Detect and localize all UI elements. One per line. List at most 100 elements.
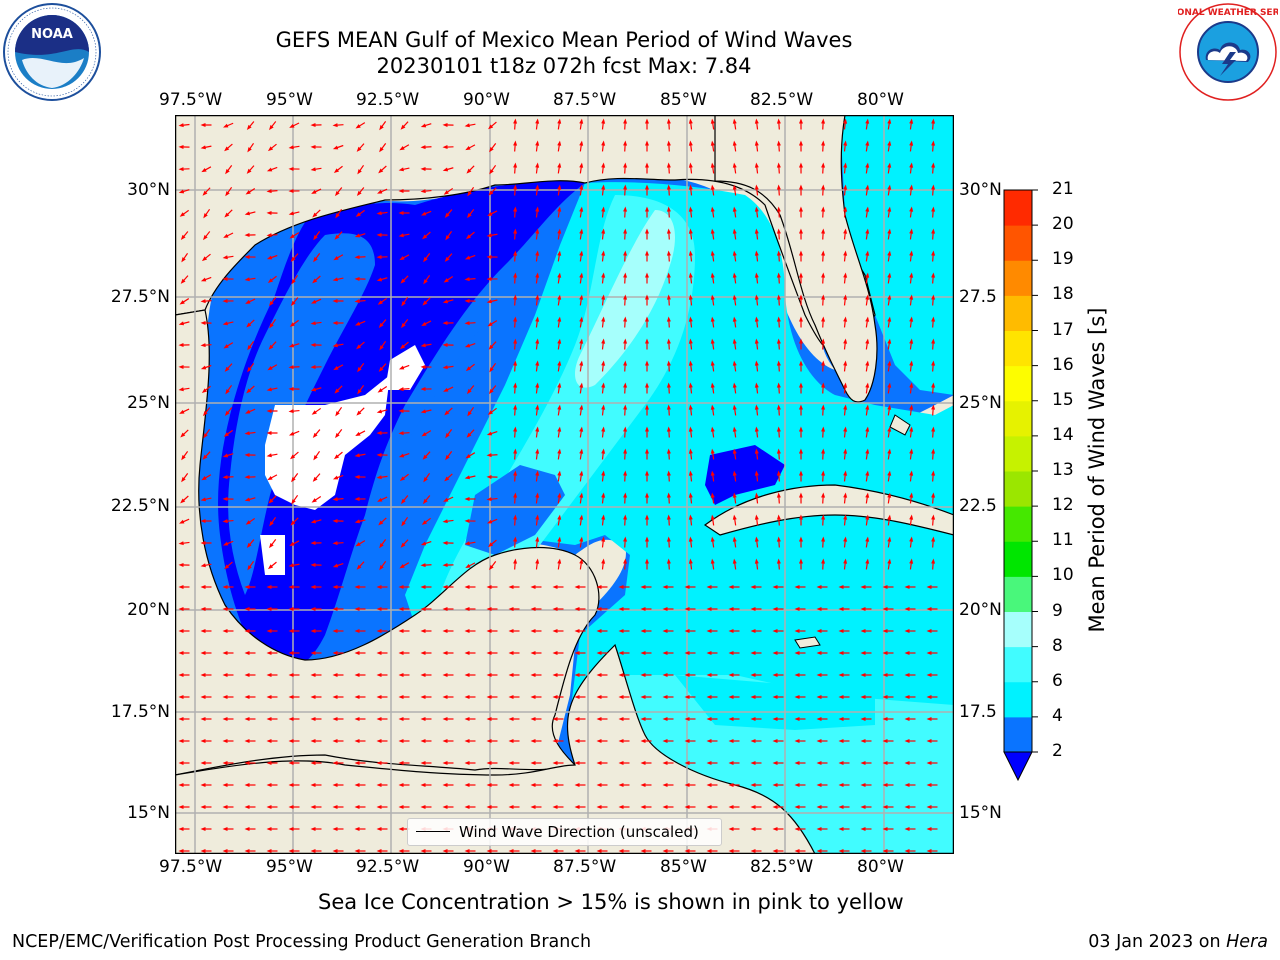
wind-vector-head xyxy=(754,426,759,432)
wind-vector-head xyxy=(816,717,822,721)
wind-vector-head xyxy=(579,382,584,388)
wind-vector-head xyxy=(926,695,932,699)
wind-vector-head xyxy=(557,360,562,366)
wind-vector-head xyxy=(310,761,316,765)
wind-vector-head xyxy=(464,717,470,721)
wind-vector-head xyxy=(821,426,826,432)
wind-vector-head xyxy=(776,382,781,388)
wind-vector-head xyxy=(376,629,382,633)
wind-vector-head xyxy=(640,695,646,699)
wind-vector-head xyxy=(904,827,910,831)
wind-vector-head xyxy=(223,344,229,349)
wind-vector-head xyxy=(640,651,646,655)
wind-vector-head xyxy=(926,585,932,589)
wind-vector-head xyxy=(246,388,252,394)
wind-vector-head xyxy=(710,492,715,498)
wind-vector-head xyxy=(710,338,715,344)
wind-vector-head xyxy=(442,739,448,743)
wind-vector-head xyxy=(706,761,712,765)
wind-vector-head xyxy=(865,316,870,322)
wind-vector-head xyxy=(776,514,781,520)
wind-vector-head xyxy=(601,558,606,564)
wind-vector-head xyxy=(557,228,562,234)
wind-vector-head xyxy=(267,146,274,152)
wind-vector-head xyxy=(688,448,693,454)
nws-logo: NATIONAL WEATHER SERVICE xyxy=(1178,3,1278,101)
wind-vector-head xyxy=(821,316,826,322)
nodata-west-3 xyxy=(260,535,285,575)
wind-vector-head xyxy=(706,651,712,655)
wind-vector-head xyxy=(200,783,206,787)
colorbar-tick-label: 12 xyxy=(1052,495,1074,516)
wind-vector-head xyxy=(224,366,230,372)
colorbar-segment xyxy=(1004,541,1032,577)
wind-vector-head xyxy=(442,607,448,611)
wind-vector-head xyxy=(666,558,671,564)
wind-vector-head xyxy=(579,294,584,300)
wind-vector-head xyxy=(754,470,759,476)
wind-vector-head xyxy=(772,629,778,633)
wind-vector-head xyxy=(754,140,759,146)
wind-vector-head xyxy=(882,717,888,721)
wind-vector-head xyxy=(288,805,294,809)
wind-vector-head xyxy=(179,212,185,217)
lat-left-label: 15°N xyxy=(127,803,170,823)
lat-left-label: 30°N xyxy=(127,180,170,200)
wind-vector-head xyxy=(732,514,737,520)
wind-vector-head xyxy=(821,206,826,212)
wind-vector-head xyxy=(710,228,715,234)
wind-vector-head xyxy=(798,338,803,344)
wind-vector-head xyxy=(202,454,208,460)
wind-vector-head xyxy=(601,118,606,124)
wind-vector-head xyxy=(356,564,362,570)
wind-vector-head xyxy=(513,250,518,256)
wind-vector-head xyxy=(601,536,606,542)
wind-vector-head xyxy=(732,492,737,498)
wind-vector-head xyxy=(931,250,936,256)
wind-vector-head xyxy=(887,470,892,476)
wind-vector-head xyxy=(754,338,759,344)
wind-vector-head xyxy=(420,364,426,369)
wind-vector-head xyxy=(776,140,781,146)
wind-vector-head xyxy=(377,497,383,502)
wind-vector-head xyxy=(662,673,668,677)
wind-vector-head xyxy=(838,739,844,743)
colorbar-tick-label: 17 xyxy=(1052,319,1074,340)
wind-vector-head xyxy=(644,470,649,476)
wind-vector-head xyxy=(579,426,584,432)
wind-vector-head xyxy=(513,206,518,212)
wind-vector-head xyxy=(688,162,693,168)
wind-vector-head xyxy=(310,387,317,392)
wind-vector-head xyxy=(420,211,427,216)
wind-vector-head xyxy=(596,695,602,699)
wind-vector-head xyxy=(486,254,492,259)
wind-vector-head xyxy=(623,184,628,190)
wind-vector-head xyxy=(268,498,274,504)
wind-vector-head xyxy=(513,426,518,432)
wind-vector-head xyxy=(666,316,671,322)
wind-vector-head xyxy=(442,519,448,524)
colorbar-segment xyxy=(1004,365,1032,402)
wind-vector-head xyxy=(200,519,206,524)
colorbar-segment xyxy=(1004,400,1032,437)
wind-vector-head xyxy=(931,316,936,322)
wind-vector-head xyxy=(288,827,294,831)
wind-vector-head xyxy=(513,118,518,124)
wind-vector-head xyxy=(754,206,759,212)
wind-vector-head xyxy=(706,673,712,677)
wind-vector-head xyxy=(465,234,472,240)
wind-vector-head xyxy=(398,827,404,831)
wind-vector-head xyxy=(710,514,715,520)
wind-vector-head xyxy=(266,607,272,611)
wind-vector-head xyxy=(269,323,274,329)
wind-vector-head xyxy=(310,849,316,853)
wind-vector-head xyxy=(244,233,250,238)
wind-vector-head xyxy=(931,404,936,410)
wind-vector-head xyxy=(579,338,584,344)
wind-vector-head xyxy=(596,673,602,677)
wind-vector-head xyxy=(398,167,404,172)
wind-vector-head xyxy=(644,514,649,520)
wind-vector-head xyxy=(354,585,360,589)
wind-vector-head xyxy=(269,124,274,131)
wind-vector-head xyxy=(662,607,668,611)
